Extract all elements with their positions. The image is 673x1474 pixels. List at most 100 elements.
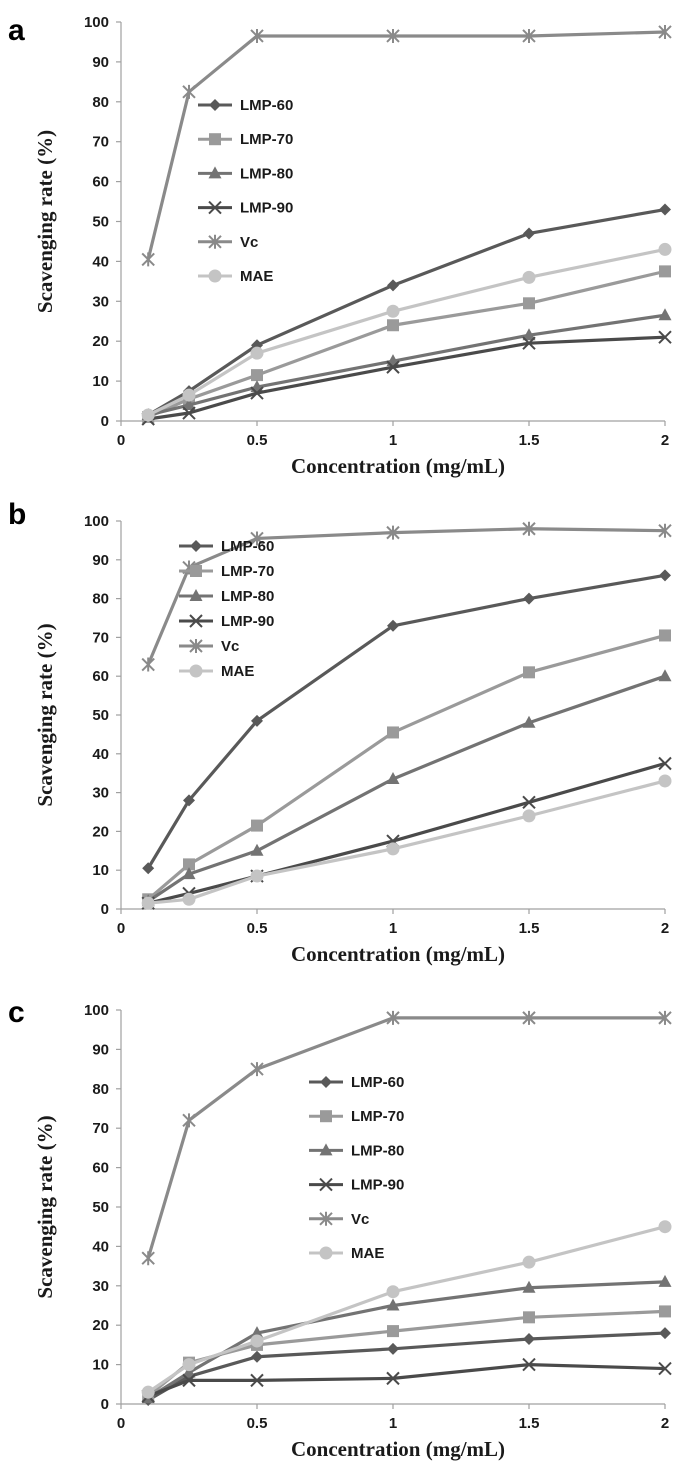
x-tick-label: 0.5: [247, 1415, 268, 1432]
data-point-mae: [658, 242, 672, 256]
data-point-mae: [658, 1220, 672, 1234]
legend-item-lmp-80: LMP-80: [179, 588, 274, 605]
data-point-mae: [182, 892, 196, 906]
y-tick-label: 10: [92, 1357, 109, 1374]
data-point-lmp-90: [522, 795, 536, 810]
x-tick-label: 2: [661, 432, 669, 449]
legend-marker-lmp-70: [190, 565, 202, 577]
y-tick-label: 80: [92, 94, 109, 111]
data-point-lmp-90: [182, 1373, 196, 1388]
legend-item-lmp-90: LMP-90: [179, 613, 274, 630]
y-tick-label: 100: [84, 14, 109, 31]
data-point-lmp-90: [522, 1357, 536, 1372]
chart-panel-a: a 0 10 20 30 40 50 60 70 80 90 100 0 0.5 1 1.5 2 Concentr…: [0, 0, 673, 491]
legend-item-vc: Vc: [179, 638, 239, 655]
data-point-mae: [522, 270, 536, 284]
data-point-vc: [522, 521, 536, 536]
series-line-lmp-60: [147, 207, 666, 417]
legend-item-lmp-60: LMP-60: [179, 538, 274, 555]
y-tick-label: 80: [92, 591, 109, 608]
data-point-lmp-80: [250, 1326, 264, 1339]
data-point-mae: [182, 388, 196, 402]
data-point-mae: [250, 869, 264, 883]
chart-panel-b: b 0 10 20 30 40 50 60 70 80 90 100 0 0.5 1 1.5 2 Concentr…: [0, 491, 673, 982]
data-point-mae: [658, 774, 672, 788]
y-tick-label: 80: [92, 1081, 109, 1098]
data-point-vc: [658, 523, 672, 538]
legend-marker-vc: [208, 234, 222, 249]
legend: LMP-60 LMP-70 LMP-80 LMP-90 Vc MAE: [179, 538, 274, 680]
data-point-lmp-60: [142, 862, 155, 875]
y-tick-label: 60: [92, 668, 109, 685]
y-axis-title: Scavenging rate (%): [33, 623, 57, 806]
series-line-lmp-70: [147, 1309, 666, 1398]
series-vc: [141, 1010, 672, 1266]
data-point-lmp-60: [523, 592, 535, 605]
y-tick-label: 60: [92, 1160, 109, 1177]
legend-item-lmp-80: LMP-80: [309, 1142, 404, 1159]
x-tick-label: 0: [117, 920, 125, 937]
legend-item-lmp-60: LMP-60: [309, 1074, 404, 1091]
legend-label: MAE: [351, 1245, 384, 1262]
data-point-lmp-70: [251, 369, 263, 382]
data-point-vc: [386, 525, 400, 540]
series-line-lmp-80: [147, 1280, 666, 1400]
legend-label: LMP-80: [240, 165, 293, 182]
legend: LMP-60 LMP-70 LMP-80 LMP-90 Vc MAE: [309, 1074, 404, 1262]
y-tick-label: 90: [92, 552, 109, 569]
legend-label: LMP-90: [240, 200, 293, 217]
data-point-lmp-70: [659, 1305, 671, 1318]
series-line-lmp-90: [147, 761, 666, 905]
x-tick-label: 0.5: [247, 432, 268, 449]
legend-label: LMP-60: [351, 1074, 404, 1091]
y-tick-label: 70: [92, 1120, 109, 1137]
data-point-mae: [250, 346, 264, 360]
x-tick-label: 0.5: [247, 920, 268, 937]
series-line-mae: [147, 1225, 666, 1394]
data-point-vc: [522, 1010, 536, 1025]
series-line-lmp-80: [147, 674, 666, 903]
data-point-vc: [182, 1113, 196, 1128]
y-tick-label: 90: [92, 1041, 109, 1058]
series-lmp-90: [141, 756, 672, 910]
y-axis-title: Scavenging rate (%): [33, 130, 57, 313]
panel-label: b: [8, 498, 26, 531]
data-point-vc: [250, 1062, 264, 1077]
legend-label: LMP-70: [351, 1108, 404, 1125]
x-tick-label: 2: [661, 920, 669, 937]
series-line-lmp-60: [146, 573, 666, 870]
series-line-lmp-80: [147, 313, 666, 417]
x-tick-label: 1.5: [519, 920, 540, 937]
legend-label: Vc: [221, 638, 239, 655]
data-point-lmp-80: [182, 1365, 196, 1378]
legend-item-mae: MAE: [198, 268, 273, 285]
legend-label: MAE: [240, 268, 273, 285]
y-tick-label: 10: [92, 373, 109, 390]
data-point-lmp-80: [658, 308, 672, 321]
legend-marker-lmp-70: [209, 133, 221, 146]
data-point-lmp-80: [658, 669, 672, 682]
x-tick-label: 1.5: [519, 432, 540, 449]
x-tick-label: 0: [117, 1415, 125, 1432]
legend-label: LMP-70: [221, 563, 274, 580]
data-point-lmp-90: [182, 406, 196, 420]
legend-item-lmp-80: LMP-80: [198, 165, 293, 182]
data-point-vc: [386, 1010, 400, 1025]
series-line-lmp-90: [147, 1363, 666, 1398]
series-mae: [141, 1220, 672, 1399]
legend-marker-vc: [319, 1211, 333, 1226]
legend-label: LMP-90: [351, 1177, 404, 1194]
data-point-lmp-90: [658, 756, 672, 771]
legend-item-vc: Vc: [309, 1211, 369, 1228]
chart-panel-c: c 0 10 20 30 40 50 60 70 80 90 100 0 0.5 1 1.5 2 Concentr…: [0, 982, 673, 1473]
data-point-lmp-90: [386, 360, 400, 374]
y-tick-label: 0: [101, 413, 109, 430]
data-point-mae: [182, 1358, 196, 1372]
legend-marker-lmp-90: [208, 200, 222, 215]
data-point-lmp-70: [523, 666, 535, 679]
data-point-mae: [250, 1334, 264, 1348]
data-point-lmp-70: [183, 858, 195, 871]
series-line-vc: [146, 1016, 665, 1259]
data-point-vc: [658, 24, 672, 39]
data-point-mae: [141, 408, 155, 422]
